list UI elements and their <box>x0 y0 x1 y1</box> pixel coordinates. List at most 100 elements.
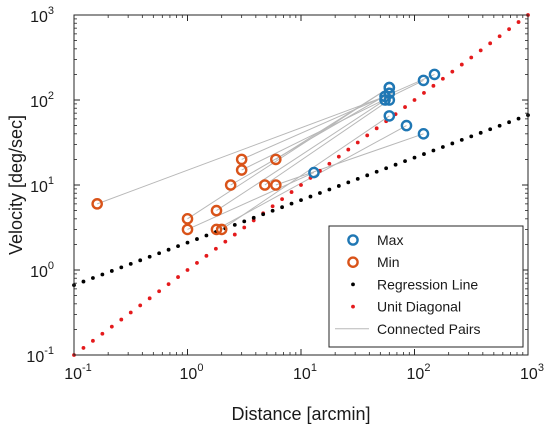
regression-line-dot <box>261 212 266 217</box>
regression-line-dot <box>299 198 303 203</box>
regression-line-dot <box>365 173 370 178</box>
connected-pair-line <box>96 96 386 205</box>
unit-diagonal-dot <box>109 324 114 329</box>
unit-diagonal-dot <box>365 133 370 138</box>
regression-line-dot <box>176 244 180 249</box>
unit-diagonal-dot <box>469 55 474 60</box>
max-point <box>428 68 441 81</box>
regression-line-dot <box>403 159 407 164</box>
max-point <box>417 128 430 140</box>
regression-line-dot <box>166 247 171 252</box>
connected-pair-line <box>264 99 390 186</box>
legend-box <box>328 225 524 348</box>
regression-line-dot <box>109 269 114 273</box>
unit-diagonal-dot <box>128 310 133 315</box>
min-point <box>215 223 228 236</box>
x-tick-label: 101 <box>293 362 317 383</box>
unit-diagonal-dot <box>478 48 483 53</box>
regression-line-dot <box>469 134 474 139</box>
data-points-layer <box>91 68 441 236</box>
regression-line-dot <box>270 208 275 213</box>
legend-marker-max <box>347 234 359 246</box>
regression-line-dot <box>478 130 483 135</box>
legend-label-unit: Unit Diagonal <box>377 299 461 315</box>
min-point <box>235 153 248 166</box>
legend-label-regression: Regression Line <box>377 276 478 292</box>
regression-line-dot <box>157 251 162 256</box>
unit-diagonal-dot <box>507 27 511 32</box>
unit-diagonal-dot <box>346 147 351 152</box>
connected-pair-line <box>221 115 390 230</box>
regression-line-dot <box>450 141 455 146</box>
regression-line-dot <box>289 201 294 206</box>
unit-diagonal-dot <box>270 204 275 209</box>
unit-diagonal-dot <box>412 98 417 102</box>
regression-line-dot <box>507 120 511 125</box>
y-tick-label: 102 <box>30 90 54 111</box>
unit-diagonal-dot <box>213 246 218 251</box>
min-point <box>259 179 271 191</box>
legend: Max Min Regression Line Unit Diagonal Connec… <box>328 225 524 348</box>
regression-line-dot <box>440 145 445 149</box>
unit-diagonal-dot <box>119 317 124 322</box>
regression-line-dot <box>318 191 322 195</box>
unit-diagonal-dot <box>450 69 455 74</box>
legend-marker-unit <box>351 304 355 309</box>
regression-line-dot <box>138 258 143 263</box>
regression-line-dot <box>497 123 502 128</box>
regression-line-dot <box>346 180 351 185</box>
legend-label-min: Min <box>377 254 400 270</box>
regression-line-dot <box>119 265 124 270</box>
unit-diagonal-dot <box>91 338 95 343</box>
unit-diagonal-dot <box>403 105 407 109</box>
unit-diagonal-dot <box>204 253 209 258</box>
max-point <box>383 81 396 94</box>
min-point <box>91 198 103 210</box>
unit-diagonal-dot <box>299 183 303 187</box>
unit-diagonal-dot <box>185 268 190 272</box>
unit-diagonal-dot <box>440 76 445 81</box>
connected-pair-line <box>230 92 390 186</box>
regression-line-dot <box>91 276 95 280</box>
unit-diagonal-dot <box>355 140 360 145</box>
max-point <box>417 74 430 87</box>
regression-line-dot <box>280 205 284 210</box>
regression-line-dot <box>242 219 247 224</box>
regression-line-dot <box>308 194 313 199</box>
x-tick-label: 100 <box>180 362 204 383</box>
min-point <box>270 153 282 166</box>
min-point <box>224 179 237 191</box>
max-point <box>383 110 396 122</box>
regression-line-dot <box>232 223 237 227</box>
unit-diagonal-dot <box>195 261 199 265</box>
regression-line-dot <box>100 272 105 277</box>
unit-diagonal-dot <box>336 154 341 159</box>
unit-diagonal-dot <box>488 41 493 46</box>
regression-line-dot <box>412 155 417 160</box>
min-point <box>181 213 194 225</box>
min-point <box>270 179 282 191</box>
unit-diagonal-dot <box>251 218 256 223</box>
unit-diagonal-dot <box>497 34 502 39</box>
regression-line-dot <box>516 116 521 121</box>
unit-diagonal-dot <box>459 62 464 67</box>
regression-line-dot <box>488 127 493 132</box>
regression-line-dot <box>128 261 133 266</box>
regression-line-dot <box>251 215 256 220</box>
unit-diagonal-dot <box>422 91 426 95</box>
regression-line-dot <box>204 233 209 238</box>
unit-diagonal-dot <box>242 225 247 230</box>
regression-line-dot <box>459 138 464 142</box>
unit-diagonal-dot <box>516 20 521 24</box>
max-point <box>383 87 396 100</box>
regression-line-dot <box>336 184 341 188</box>
unit-diagonal-dot <box>280 197 284 202</box>
min-point <box>181 223 194 236</box>
max-point <box>383 94 396 106</box>
max-point <box>400 119 413 132</box>
connected-pair-line <box>187 172 315 230</box>
x-tick-label: 10-1 <box>64 362 92 383</box>
y-tick-label: 101 <box>30 175 54 196</box>
